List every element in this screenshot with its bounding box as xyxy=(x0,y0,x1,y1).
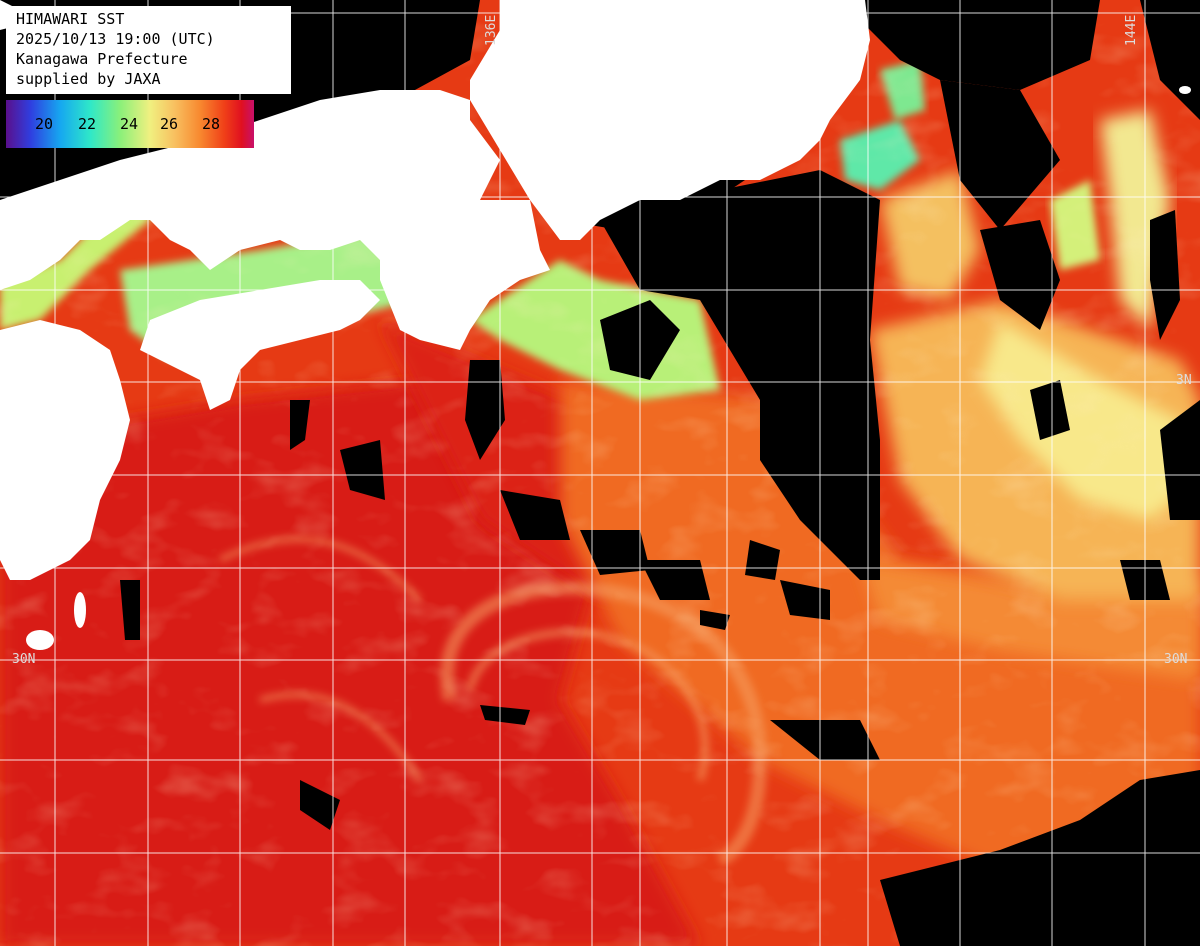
lat-label-right-upper: 3N xyxy=(1176,373,1192,388)
lat-label-30n-left: 30N xyxy=(12,652,36,667)
title-box: HIMAWARI SST 2025/10/13 19:00 (UTC) Kana… xyxy=(6,6,291,94)
legend-label-26: 26 xyxy=(160,115,179,133)
legend-label-28: 28 xyxy=(202,115,221,133)
legend-colorbar xyxy=(6,100,254,148)
lat-label-30n-right: 30N xyxy=(1164,652,1188,667)
kyushu xyxy=(0,320,130,580)
shikoku xyxy=(140,280,380,410)
title-line-1: HIMAWARI SST xyxy=(16,10,125,28)
legend-label-20: 20 xyxy=(35,115,54,133)
title-line-2: 2025/10/13 19:00 (UTC) xyxy=(16,30,215,48)
lon-label-136e: 136E xyxy=(484,14,499,46)
kii-peninsula xyxy=(400,240,440,310)
lon-label-144e: 144E xyxy=(1124,14,1139,46)
temperature-legend: 20 22 24 26 28 xyxy=(6,100,254,148)
land xyxy=(0,0,1191,650)
legend-label-24: 24 xyxy=(120,115,139,133)
title-line-3: Kanagawa Prefecture xyxy=(16,50,188,68)
title-line-4: supplied by JAXA xyxy=(16,70,161,88)
legend-label-22: 22 xyxy=(78,115,97,133)
honshu xyxy=(0,0,870,350)
